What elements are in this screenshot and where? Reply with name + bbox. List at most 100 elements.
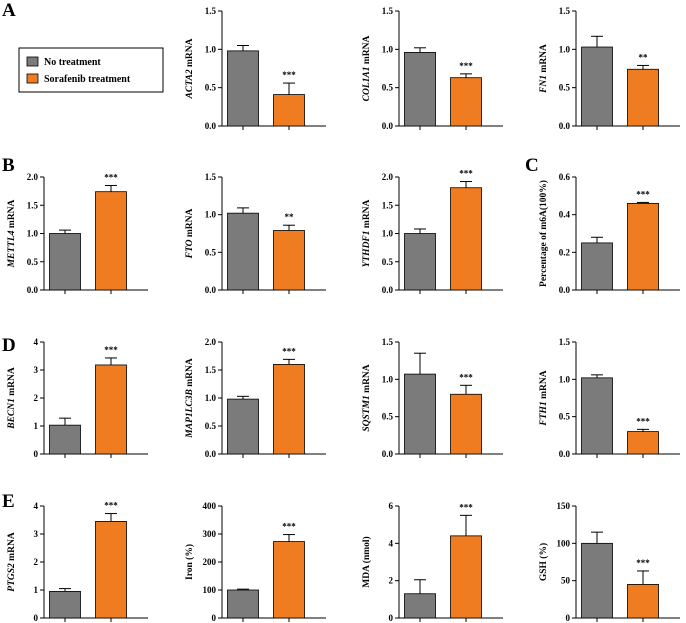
y-tick-label: 1.5 bbox=[382, 6, 394, 16]
bar-sorafenib-treatment bbox=[450, 77, 482, 127]
chart-6: 0.0 0.5 1.0 1.5 2.0 YTHDF1 mRNA *** bbox=[362, 169, 503, 295]
chart-1: 0.0 0.5 1.0 1.5 ACTA2 mRNA *** bbox=[185, 6, 326, 131]
y-tick-label: 0.0 bbox=[205, 121, 217, 131]
y-axis-label-text: mRNA bbox=[7, 532, 17, 563]
y-tick-label: 0.5 bbox=[205, 421, 217, 431]
y-tick-label: 1.0 bbox=[205, 393, 217, 403]
bar-sorafenib-treatment bbox=[273, 363, 305, 455]
y-axis-label-text: Percentage of m6A(100%) bbox=[538, 180, 549, 287]
y-tick-label: 0.2 bbox=[559, 247, 571, 257]
y-tick-label: 100 bbox=[203, 585, 217, 595]
chart-4: 0.0 0.5 1.0 1.5 2.0 METTL4 mRNA *** bbox=[7, 172, 148, 295]
y-tick-label: 0.5 bbox=[205, 247, 217, 257]
panel-letter-b: B bbox=[2, 155, 15, 176]
y-tick-label: 0.0 bbox=[382, 449, 394, 459]
y-tick-label: 3 bbox=[34, 365, 39, 375]
y-axis-label-gene: FTH1 bbox=[539, 401, 549, 426]
panel-letter-a: A bbox=[2, 0, 16, 21]
bar-no-treatment bbox=[227, 50, 259, 127]
y-tick-label: 0 bbox=[389, 613, 394, 623]
chart-8: 0 1 2 3 4 BECN1 mRNA *** bbox=[7, 337, 148, 459]
bar-sorafenib-treatment bbox=[627, 202, 659, 291]
y-tick-label: 0.5 bbox=[382, 83, 394, 93]
significance-marker: *** bbox=[459, 372, 473, 382]
y-tick-label: 1.0 bbox=[382, 44, 394, 54]
y-axis-label: Percentage of m6A(100%) bbox=[538, 180, 549, 287]
panel-letter-c: C bbox=[525, 155, 539, 176]
y-tick-label: 0.0 bbox=[559, 121, 571, 131]
y-tick-label: 0.0 bbox=[559, 285, 571, 295]
y-axis-label-gene: BECN1 bbox=[7, 398, 17, 430]
y-tick-label: 4 bbox=[34, 501, 39, 511]
significance-marker: *** bbox=[282, 346, 296, 356]
chart-5: 0.0 0.5 1.0 1.5 FTO mRNA ** bbox=[185, 172, 326, 295]
y-axis-label-text: Iron (%) bbox=[184, 544, 195, 580]
y-tick-label: 4 bbox=[389, 538, 394, 548]
y-tick-label: 0.0 bbox=[205, 285, 217, 295]
y-tick-label: 6 bbox=[389, 501, 394, 511]
bar-no-treatment bbox=[49, 424, 81, 455]
chart-9: 0.0 0.5 1.0 1.5 2.0 MAP1LC3B mRNA *** bbox=[185, 337, 326, 459]
bar-no-treatment bbox=[227, 589, 259, 619]
bar-no-treatment bbox=[581, 242, 613, 291]
y-tick-label: 2 bbox=[389, 576, 394, 586]
y-tick-label: 4 bbox=[34, 337, 39, 347]
y-axis-label: FN1 mRNA bbox=[539, 44, 549, 94]
y-tick-label: 0.5 bbox=[559, 83, 571, 93]
legend-swatch-no-treatment bbox=[26, 56, 39, 67]
significance-marker: *** bbox=[104, 172, 118, 182]
bar-sorafenib-treatment bbox=[450, 535, 482, 619]
bar-no-treatment bbox=[581, 542, 613, 619]
bar-no-treatment bbox=[581, 377, 613, 455]
chart-2: 0.0 0.5 1.0 1.5 COL1A1 mRNA *** bbox=[362, 6, 503, 131]
y-tick-label: 1.0 bbox=[205, 210, 217, 220]
bar-sorafenib-treatment bbox=[450, 187, 482, 291]
y-tick-label: 1.5 bbox=[27, 200, 39, 210]
chart-12: 0 1 2 3 4 PTGS2 mRNA *** bbox=[7, 501, 148, 623]
y-axis-label-text: mRNA bbox=[362, 364, 372, 395]
y-axis-label: SQSTM1 mRNA bbox=[362, 364, 372, 431]
y-axis-label: MAP1LC3B mRNA bbox=[185, 358, 195, 439]
y-tick-label: 1.5 bbox=[559, 6, 571, 16]
y-axis-label-text: GSH (%) bbox=[538, 543, 549, 581]
bar-no-treatment bbox=[404, 52, 436, 127]
charts-group: 0.0 0.5 1.0 1.5 ACTA2 mRNA *** 0.0 0.5 1.0 1.5 COL… bbox=[7, 6, 680, 623]
y-tick-label: 1.5 bbox=[205, 172, 217, 182]
y-axis-label-text: mRNA bbox=[539, 44, 549, 75]
bar-no-treatment bbox=[227, 398, 259, 455]
y-axis-label-text: mRNA bbox=[185, 209, 195, 240]
y-tick-label: 100 bbox=[557, 538, 571, 548]
y-axis-label: FTH1 mRNA bbox=[539, 370, 549, 426]
y-axis-label-gene: ACTA2 bbox=[185, 69, 195, 99]
y-tick-label: 1.5 bbox=[205, 6, 217, 16]
y-tick-label: 2 bbox=[34, 393, 39, 403]
y-axis-label-text: mRNA bbox=[7, 199, 17, 230]
bar-sorafenib-treatment bbox=[450, 393, 482, 455]
significance-marker: *** bbox=[459, 61, 473, 71]
significance-marker: *** bbox=[104, 501, 118, 511]
significance-marker: ** bbox=[639, 52, 649, 62]
significance-marker: *** bbox=[636, 189, 650, 199]
y-tick-label: 1.0 bbox=[559, 44, 571, 54]
legend-label-sorafenib-treatment: Sorafenib treatment bbox=[44, 74, 131, 85]
y-axis-label-gene: SQSTM1 bbox=[362, 395, 372, 431]
y-tick-label: 2 bbox=[34, 557, 39, 567]
chart-11: 0.0 0.5 1.0 1.5 FTH1 mRNA *** bbox=[539, 337, 680, 459]
chart-10: 0.0 0.5 1.0 1.5 SQSTM1 mRNA *** bbox=[362, 337, 503, 459]
y-axis-label: ACTA2 mRNA bbox=[185, 38, 195, 99]
y-axis-label-gene: FTO bbox=[185, 239, 195, 259]
y-tick-label: 0.0 bbox=[559, 449, 571, 459]
y-tick-label: 0.5 bbox=[205, 83, 217, 93]
significance-marker: *** bbox=[636, 558, 650, 568]
bar-sorafenib-treatment bbox=[627, 584, 659, 619]
y-tick-label: 2.0 bbox=[27, 172, 39, 182]
chart-3: 0.0 0.5 1.0 1.5 FN1 mRNA ** bbox=[539, 6, 680, 131]
y-tick-label: 1.0 bbox=[382, 229, 394, 239]
y-tick-label: 0.5 bbox=[27, 257, 39, 267]
y-tick-label: 0.4 bbox=[559, 210, 571, 220]
y-tick-label: 1.5 bbox=[205, 365, 217, 375]
y-axis-label-gene: PTGS2 bbox=[7, 563, 17, 592]
bar-sorafenib-treatment bbox=[273, 230, 305, 291]
bar-no-treatment bbox=[581, 46, 613, 127]
